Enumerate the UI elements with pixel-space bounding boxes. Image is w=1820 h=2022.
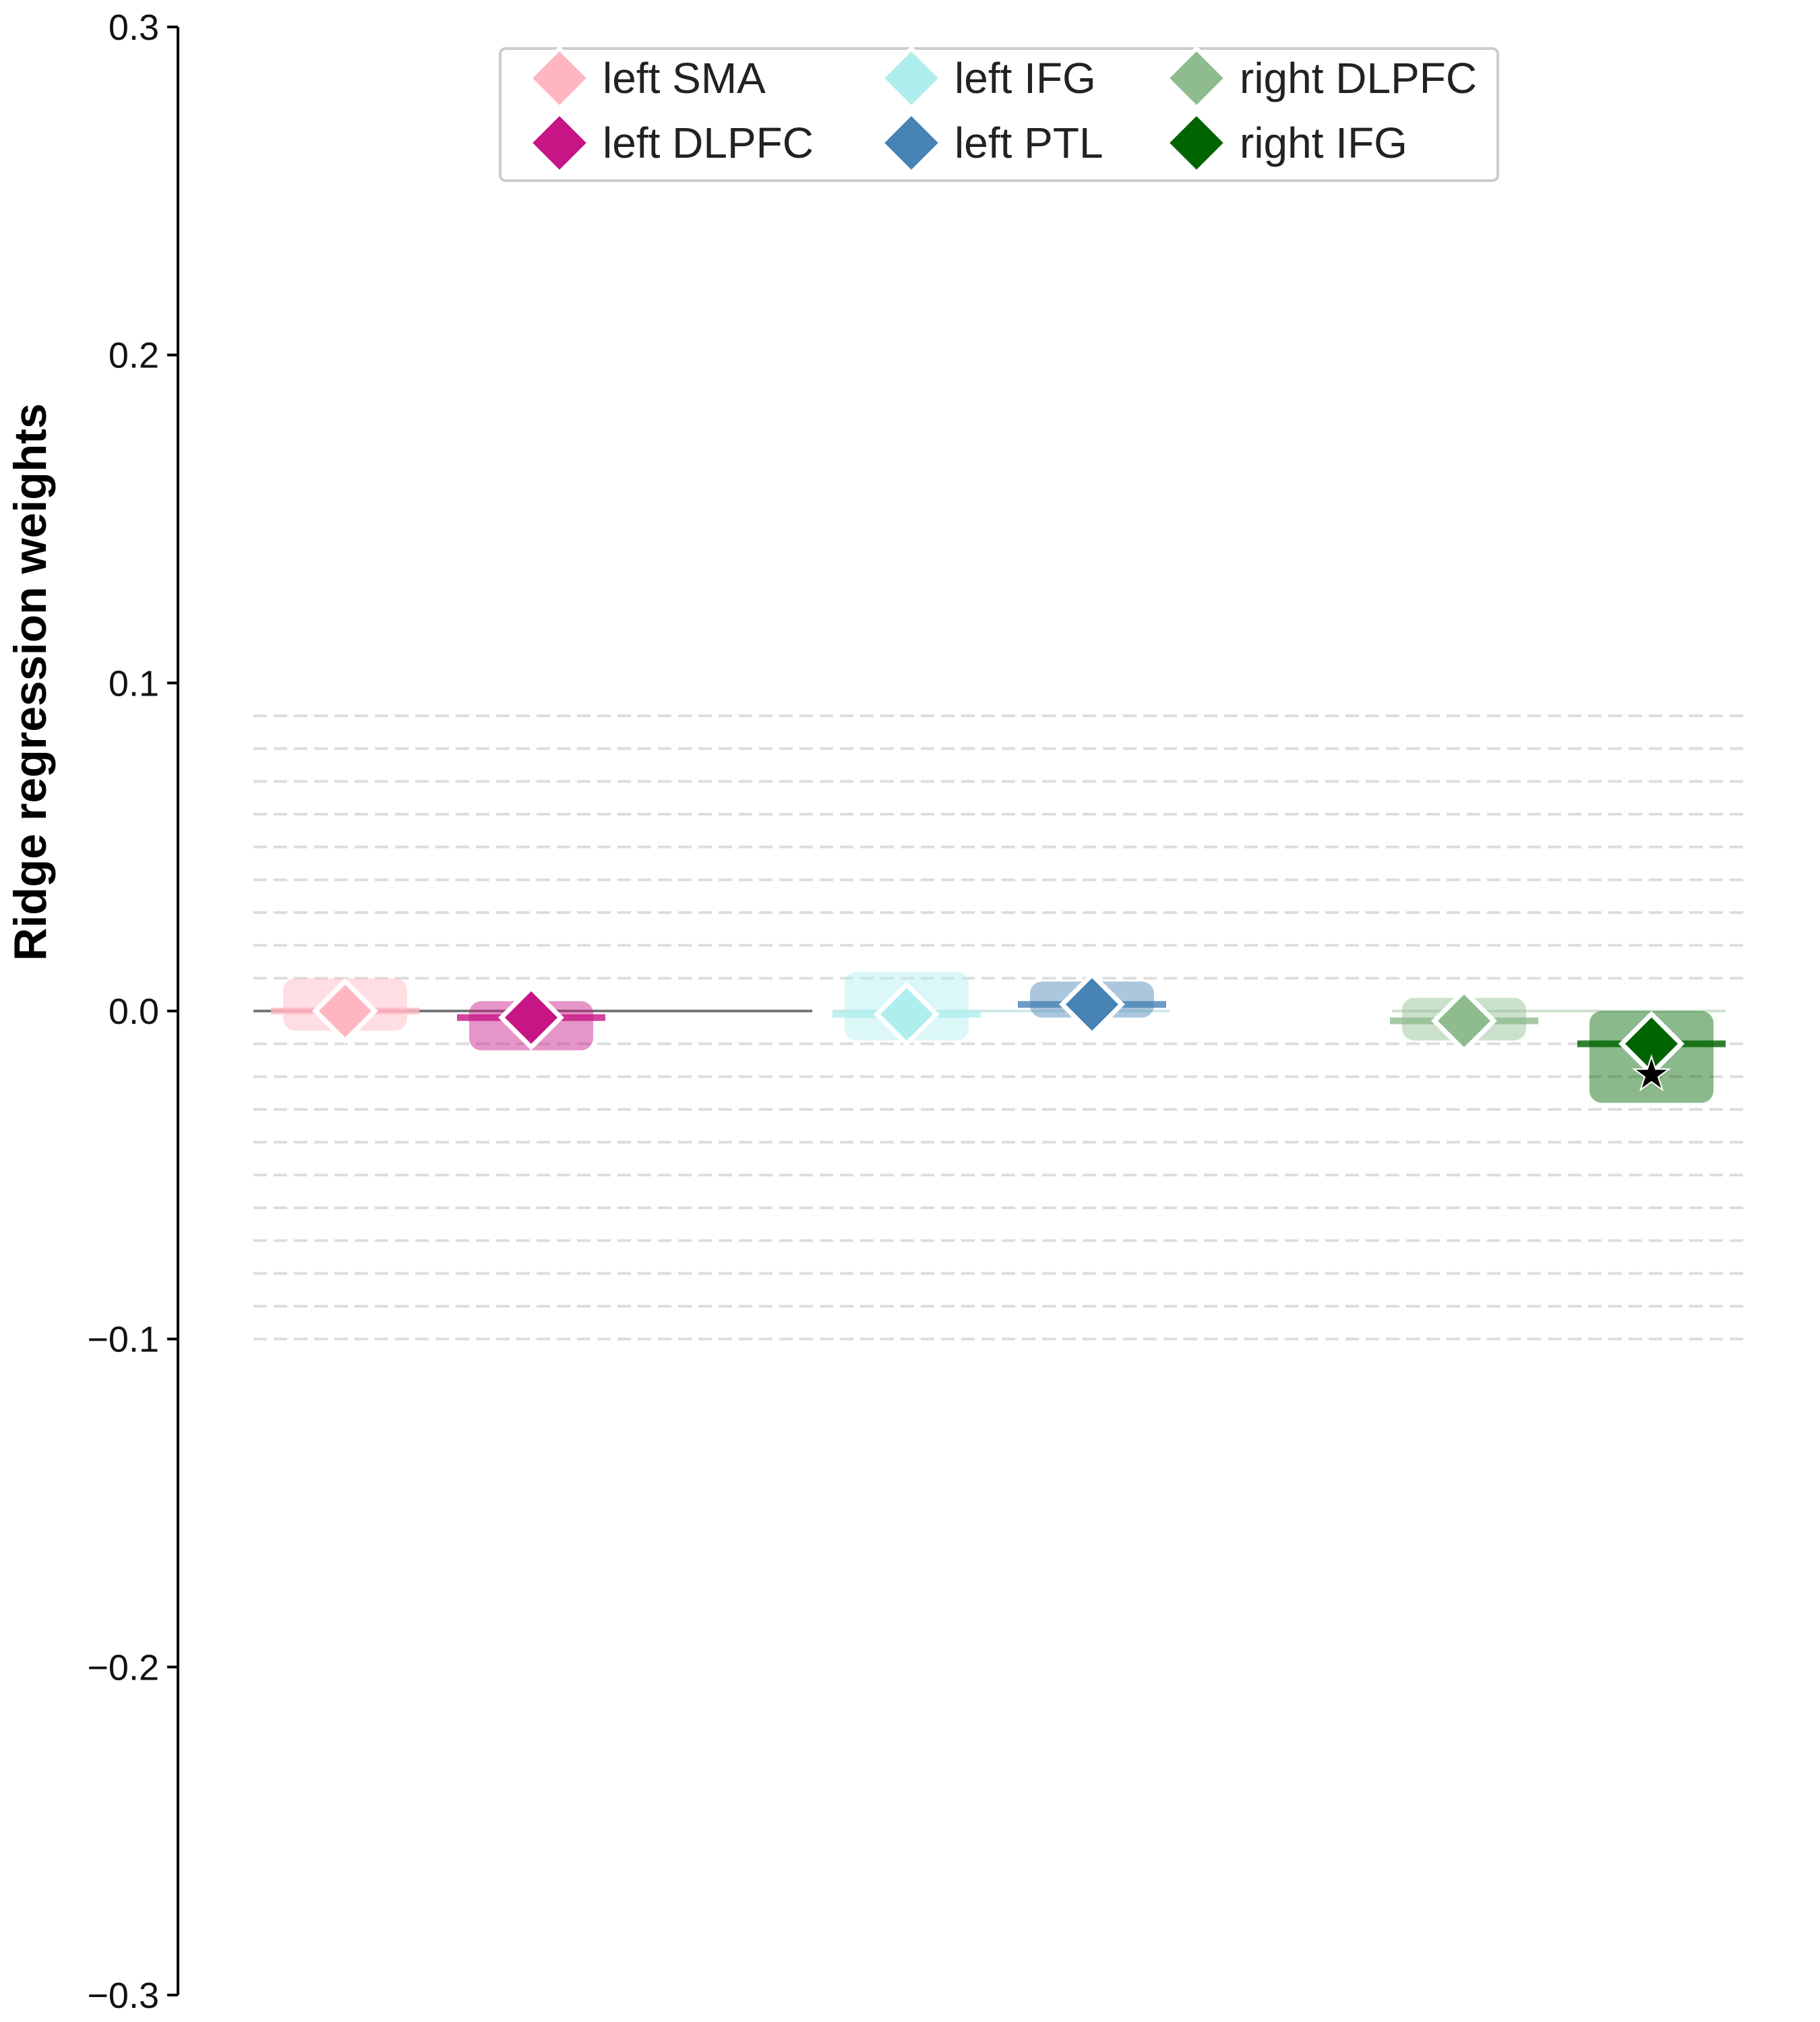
legend-marker [878,110,944,176]
legend-marker [1163,45,1230,111]
legend-marker [526,110,593,176]
mean-marker [1618,1010,1685,1077]
legend-label: left IFG [954,54,1096,102]
legend-label: left SMA [603,54,766,102]
legend: left SMA left DLPFC left IFG left PTL right … [499,45,1499,182]
y-tick-label: 0.1 [109,663,159,704]
significance-star: ★ [1631,1049,1672,1100]
mean-markers: ★ [312,971,1685,1101]
y-tick-label: 0.2 [109,336,159,376]
legend-marker [878,45,944,111]
legend-marker [526,45,593,111]
mean-marker [874,981,940,1047]
legend-label: right DLPFC [1240,54,1477,102]
legend-marker [1163,110,1230,176]
mean-marker [1059,971,1125,1038]
y-axis-label: Ridge regression weights [5,403,56,961]
legend-label: right IFG [1240,119,1407,167]
legend-box [499,47,1499,182]
reference-lines [253,714,1746,1341]
y-tick-label: 0.0 [109,991,159,1032]
y-axis: 0.3 0.2 0.1 0.0 −0.1 −0.2 −0.3 [87,7,179,2016]
legend-label: left DLPFC [603,119,814,167]
mean-marker [498,984,564,1051]
y-tick-label: 0.3 [109,7,159,48]
mean-marker [1431,987,1497,1054]
legend-label: left PTL [954,119,1103,167]
y-tick-label: −0.3 [87,1975,159,2016]
mean-marker [312,978,378,1044]
y-tick-label: −0.2 [87,1647,159,1688]
bootstrap-clouds [271,971,1726,1103]
y-tick-label: −0.1 [87,1320,159,1360]
